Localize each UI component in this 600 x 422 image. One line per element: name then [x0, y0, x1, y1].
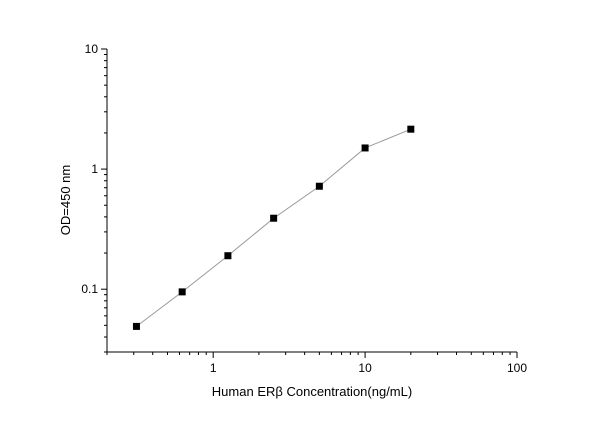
data-marks	[132, 125, 415, 330]
axes: 1 10 100 0.1 1 10	[81, 42, 527, 375]
data-point	[361, 144, 369, 152]
series-line	[136, 128, 412, 327]
data-point	[224, 252, 232, 260]
y-axis-title: OD=450 nm	[58, 165, 73, 235]
data-point	[407, 125, 415, 133]
x-tick-label: 100	[507, 361, 527, 375]
y-tick-label: 0.1	[81, 282, 98, 296]
data-point	[178, 288, 186, 296]
x-tick-label: 1	[210, 361, 217, 375]
y-tick-label: 1	[91, 162, 98, 176]
x-tick-label: 10	[358, 361, 372, 375]
data-point	[270, 214, 278, 222]
y-tick-label: 10	[85, 42, 99, 56]
data-point	[132, 322, 140, 330]
data-point	[315, 182, 323, 190]
x-axis-title: Human ERβ Concentration(ng/mL)	[212, 384, 412, 399]
